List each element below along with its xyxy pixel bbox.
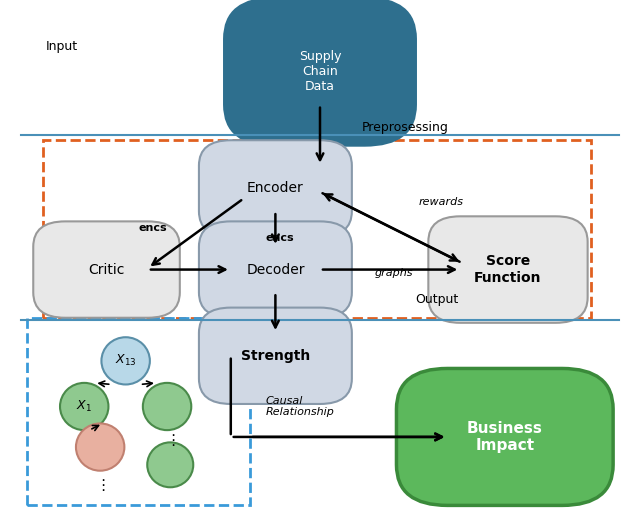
FancyBboxPatch shape — [225, 0, 415, 145]
FancyBboxPatch shape — [199, 307, 352, 404]
Text: encs: encs — [266, 233, 294, 243]
Ellipse shape — [101, 337, 150, 385]
Text: Input: Input — [46, 40, 78, 53]
FancyBboxPatch shape — [199, 221, 352, 318]
FancyBboxPatch shape — [33, 221, 180, 318]
Text: Preprosessing: Preprosessing — [362, 121, 448, 134]
Text: $\vdots$: $\vdots$ — [165, 432, 175, 448]
FancyBboxPatch shape — [199, 140, 352, 236]
Text: $X_{13}$: $X_{13}$ — [115, 353, 136, 369]
Ellipse shape — [143, 383, 191, 430]
Text: Score
Function: Score Function — [474, 254, 541, 284]
FancyBboxPatch shape — [396, 369, 613, 505]
Text: Business
Impact: Business Impact — [467, 421, 543, 453]
Text: rewards: rewards — [419, 197, 464, 207]
Text: Causal
Relationship: Causal Relationship — [266, 396, 335, 417]
Text: encs: encs — [138, 223, 167, 233]
Text: $\vdots$: $\vdots$ — [95, 477, 106, 493]
Text: Decoder: Decoder — [246, 263, 305, 277]
Text: $X_{1}$: $X_{1}$ — [76, 399, 92, 414]
Text: Critic: Critic — [88, 263, 125, 277]
Text: graphs: graphs — [374, 268, 413, 278]
Ellipse shape — [147, 442, 193, 487]
Text: Strength: Strength — [241, 349, 310, 363]
Text: Supply
Chain
Data: Supply Chain Data — [299, 50, 341, 93]
Ellipse shape — [76, 423, 124, 471]
Text: Output: Output — [415, 293, 459, 306]
FancyBboxPatch shape — [428, 216, 588, 323]
Ellipse shape — [60, 383, 108, 430]
Text: Encoder: Encoder — [247, 182, 304, 195]
